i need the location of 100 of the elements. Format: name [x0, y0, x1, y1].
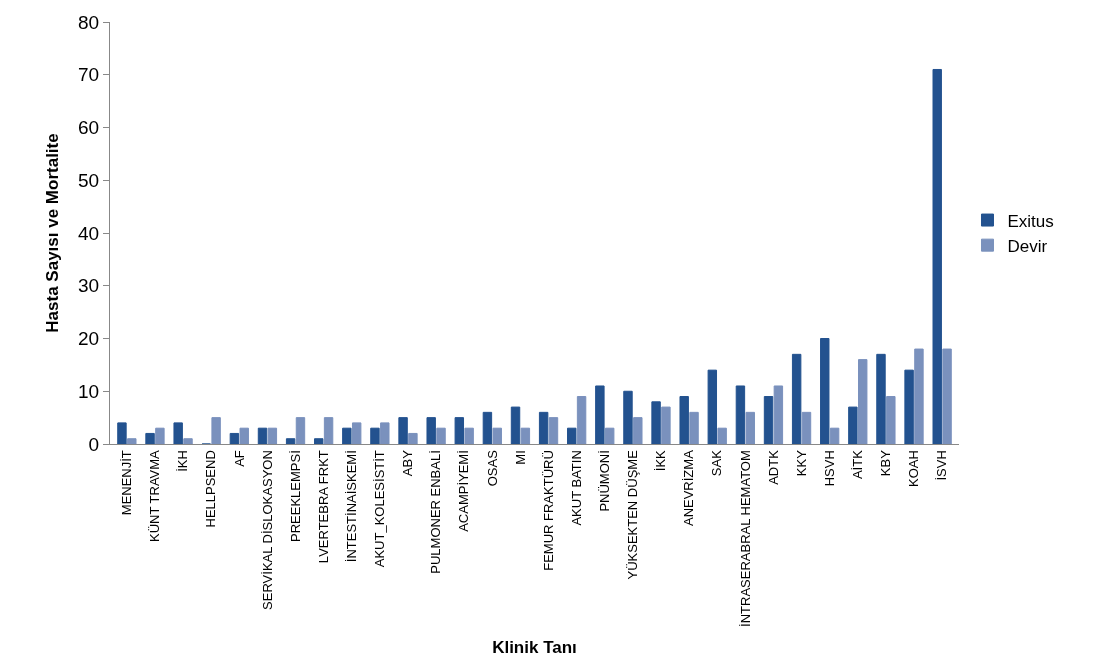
- bar: [267, 427, 278, 444]
- bar: [211, 417, 221, 444]
- legend-label: Devir: [1007, 236, 1048, 256]
- x-tick-label: KOAH: [906, 450, 922, 488]
- bar: [342, 427, 352, 444]
- bar: [848, 406, 858, 444]
- bar: [295, 417, 306, 444]
- y-tick-label: 50: [78, 169, 100, 191]
- bar: [492, 427, 502, 444]
- x-tick-label: ADTK: [765, 449, 781, 485]
- x-tick-label: FEMUR FRAKTÜRÜ: [540, 450, 556, 571]
- bar: [285, 438, 296, 444]
- bar: [520, 427, 531, 444]
- bar: [173, 422, 183, 444]
- x-tick-label: AKUT BATIN: [568, 450, 584, 526]
- x-tick-label: İSVH: [934, 450, 950, 481]
- bar: [886, 396, 896, 444]
- bar: [145, 432, 155, 444]
- bar: [436, 427, 446, 444]
- x-tick-label: LVERTEBRA FRKT: [315, 450, 331, 564]
- bar: [538, 411, 549, 444]
- bar: [229, 432, 240, 444]
- bar: [576, 396, 587, 444]
- x-tick-label: ANEVRİZMA: [681, 449, 697, 527]
- x-tick-label: İKK: [653, 449, 669, 472]
- bar: [257, 427, 268, 444]
- bar: [717, 427, 727, 444]
- bar: [117, 422, 127, 444]
- bar: [904, 369, 914, 444]
- x-tick-label: MENENJİT: [119, 450, 135, 516]
- x-tick-label: SAK: [709, 449, 725, 477]
- x-tick-label: ACAMPİYEMİ: [456, 450, 472, 532]
- bar: [314, 438, 324, 444]
- x-tick-label: İNTESTİNAİSKEMİ: [343, 450, 359, 563]
- x-tick-label: KBY: [878, 449, 894, 477]
- bar: [791, 353, 802, 444]
- bar: [370, 427, 380, 444]
- bar: [454, 417, 465, 444]
- x-tick-label: HSVH: [821, 450, 837, 487]
- y-tick-label: 40: [78, 222, 100, 244]
- x-tick-label: MI: [512, 450, 528, 465]
- x-tick-label: KKY: [793, 449, 809, 477]
- y-tick-label: 60: [78, 117, 100, 139]
- legend-label: Exitus: [1007, 211, 1054, 231]
- bar: [932, 68, 942, 444]
- x-tick-label: YÜKSEKTEN DÜŞME: [625, 449, 641, 580]
- x-tick-label: İKH: [175, 450, 191, 472]
- bar: [633, 417, 643, 444]
- x-tick-label: PULMONER ENBALİ: [428, 450, 444, 574]
- bar: [801, 411, 812, 444]
- bar: [155, 427, 165, 444]
- bar: [239, 427, 249, 444]
- y-tick-label: 10: [78, 380, 100, 402]
- bar: [876, 353, 886, 444]
- y-tick-label: 0: [88, 433, 100, 455]
- x-tick-label: İNTRASERABRAL HEMATOM: [737, 450, 753, 627]
- bar: [820, 338, 830, 444]
- x-tick-label: SERVİKAL DİSLOKASYON: [259, 450, 275, 610]
- bar: [942, 348, 952, 444]
- bar: [745, 411, 755, 444]
- bar: [773, 385, 784, 444]
- bar: [763, 396, 774, 444]
- bar: [482, 411, 493, 444]
- bar: [661, 406, 671, 444]
- x-tick-label: ABY: [400, 449, 416, 477]
- x-tick-label: AKUT_KOLESİSTİT: [372, 450, 388, 568]
- bar: [426, 417, 436, 444]
- bar: [689, 411, 699, 444]
- x-tick-label: HELLPSEND: [203, 450, 219, 528]
- x-tick-label: PREEKLEMPSİ: [287, 450, 303, 542]
- bar: [595, 385, 605, 444]
- bar: [351, 422, 362, 444]
- bar: [858, 359, 868, 444]
- bar: [408, 432, 418, 444]
- y-tick-label: 20: [78, 328, 100, 350]
- x-tick-label: AİTK: [850, 449, 866, 480]
- bar: [604, 427, 615, 444]
- bar: [567, 427, 577, 444]
- bar: [914, 348, 924, 444]
- y-tick-label: 30: [78, 275, 100, 297]
- x-tick-label: KÜNT TRAVMA: [147, 449, 163, 542]
- bar: [735, 385, 746, 444]
- bar: [707, 369, 718, 444]
- x-axis-title: Klinik Tanı: [492, 638, 577, 658]
- bar: [829, 427, 840, 444]
- bar: [651, 401, 661, 444]
- bar: [323, 417, 334, 444]
- bar: [510, 406, 521, 444]
- bar: [679, 396, 689, 444]
- x-tick-label: AF: [231, 450, 247, 467]
- bar: [548, 417, 559, 444]
- bar: [623, 390, 633, 444]
- bar: [380, 422, 390, 444]
- bar: [127, 438, 137, 444]
- y-axis-title: Hasta Sayısı ve Mortalite: [42, 133, 62, 333]
- y-tick-label: 70: [78, 64, 100, 86]
- bar: [398, 417, 408, 444]
- x-tick-label: PNÜMONİ: [597, 450, 613, 512]
- x-tick-label: OSAS: [484, 449, 500, 487]
- y-tick-label: 80: [78, 11, 100, 33]
